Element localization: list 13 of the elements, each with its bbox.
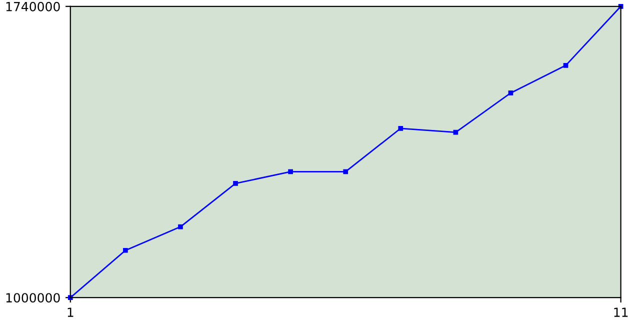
point [178,224,183,230]
point [563,62,568,68]
point [288,169,293,174]
point [508,90,514,96]
point [398,126,404,131]
point [233,181,238,186]
x-tick-label: 1 [68,308,74,317]
point [453,130,458,135]
y-tick-label: 1000000 [6,293,60,303]
x-tick-label: 11 [614,308,628,317]
point [123,248,128,253]
y-tick-label: 1740000 [6,2,60,12]
point [343,169,348,174]
